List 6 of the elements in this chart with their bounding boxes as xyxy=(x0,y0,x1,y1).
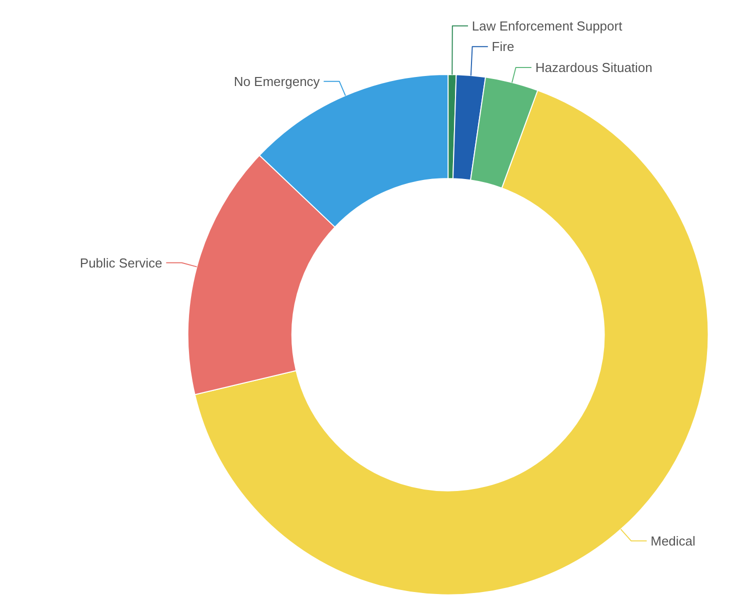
slice-label: Law Enforcement Support xyxy=(472,18,623,34)
slice-label: Fire xyxy=(492,39,514,54)
slice-label: Hazardous Situation xyxy=(535,60,652,75)
slice-label: No Emergency xyxy=(234,74,320,89)
slice-label: Public Service xyxy=(80,255,162,270)
slice-label: Medical xyxy=(650,533,696,548)
